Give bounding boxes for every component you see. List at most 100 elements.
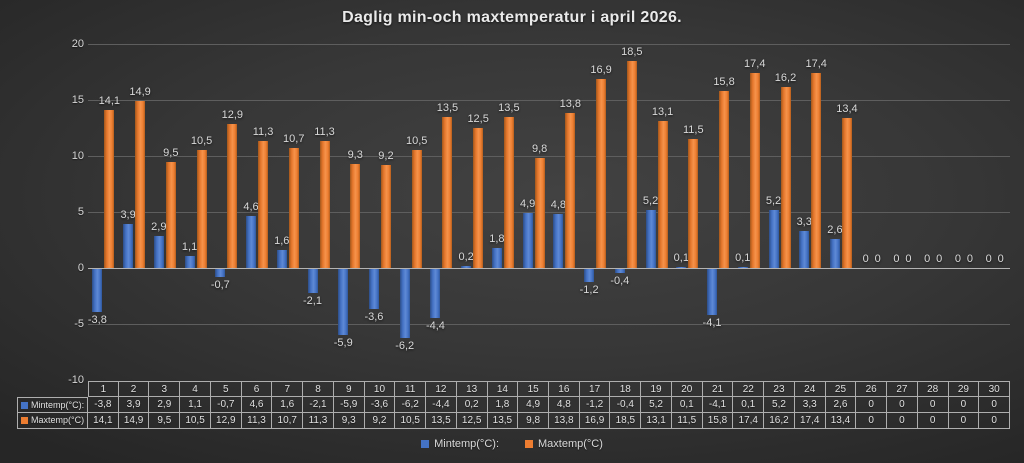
mintemp-value-label-day-1: -3,8 [87,313,107,326]
table-cell-maxtemp-day-26: 0 [856,413,888,429]
maxtemp-value-label-day-15: 9,8 [531,143,548,156]
table-cell-mintemp-day-24: 3,3 [794,397,826,413]
table-day-header-5: 5 [210,381,242,397]
maxtemp-value-label-day-13: 12,5 [467,113,489,125]
table-day-header-8: 8 [303,381,334,397]
maxtemp-bar-day-7 [288,148,299,268]
maxtemp-bar-day-15 [534,158,545,268]
table-cell-maxtemp-day-2: 14,9 [118,413,150,429]
maxtemp-bar-day-1 [104,110,115,268]
gridline-5 [88,212,1010,213]
table-cell-mintemp-day-11: -6,2 [395,397,427,413]
table-day-header-2: 2 [118,381,150,397]
table-day-header-30: 30 [979,381,1010,397]
mintemp-value-label-day-18: -0,4 [610,275,630,288]
table-cell-mintemp-day-29: 0 [948,397,980,413]
mintemp-bar-day-23 [768,209,779,268]
mintemp-bar-day-16 [553,214,564,268]
mintemp-bar-day-13 [461,265,472,268]
mintemp-value-label-day-20: 0,1 [673,251,689,264]
maxtemp-value-label-day-8: 11,3 [314,126,335,139]
mintemp-value-label-day-22: 0,1 [735,251,751,264]
table-cell-maxtemp-day-24: 17,4 [794,413,826,429]
table-cell-mintemp-day-10: -3,6 [364,397,396,413]
table-cell-mintemp-day-1: -3,8 [88,397,119,413]
table-cell-mintemp-day-9: -5,9 [333,397,365,413]
table-day-header-27: 27 [887,381,918,397]
table-cell-maxtemp-day-10: 9,2 [364,413,396,429]
gridline-10 [88,156,1010,157]
mintemp-value-label-day-21: -4,1 [702,316,722,329]
maxtemp-value-label-day-25: 13,4 [836,102,858,115]
table-day-header-1: 1 [88,381,119,397]
table-day-header-10: 10 [364,381,396,397]
table-cell-maxtemp-day-21: 15,8 [702,413,734,429]
zero-axis-line [88,268,1010,269]
maxtemp-bar-day-13 [473,128,484,268]
maxtemp-value-label-day-23: 16,2 [774,71,797,84]
table-cell-mintemp-day-3: 2,9 [149,397,181,413]
mintemp-legend-label: Mintemp(°C): [434,438,499,450]
table-cell-mintemp-day-28: 0 [917,397,949,413]
table-cell-mintemp-day-14: 1,8 [487,397,519,413]
table-cell-maxtemp-day-23: 16,2 [764,413,795,429]
maxtemp-bar-day-22 [749,73,760,268]
table-day-header-24: 24 [794,381,826,397]
table-cell-mintemp-day-15: 4,9 [518,397,549,413]
table-cell-mintemp-day-8: -2,1 [303,397,334,413]
mintemp-value-label-day-8: -2,1 [303,294,322,307]
y-axis-tick-label: 5 [77,206,84,218]
mintemp-value-label-day-6: 4,6 [243,201,259,214]
gridline-15 [88,100,1010,101]
table-row-label-mintemp: Mintemp(°C): [17,397,88,413]
maxtemp-value-label-day-16: 13,8 [559,98,582,111]
table-cell-mintemp-day-7: 1,6 [272,397,304,413]
table-cell-maxtemp-day-18: 18,5 [610,413,642,429]
table-day-header-4: 4 [180,381,211,397]
y-axis-tick-label: 0 [77,262,84,274]
mintemp-bar-day-19 [645,209,656,268]
mintemp-value-label-day-2: 3,9 [120,209,136,222]
maxtemp-value-label-day-7: 10,7 [283,133,305,146]
table-day-header-18: 18 [610,381,642,397]
maxtemp-value-label-day-27: 0 [905,253,912,265]
mintemp-bar-day-6 [246,216,257,268]
table-day-header-19: 19 [641,381,672,397]
maxtemp-bar-day-18 [626,60,637,268]
chart-title: Daglig min-och maxtemperatur i april 202… [342,9,682,26]
mintemp-value-label-day-17: -1,2 [579,284,599,297]
mintemp-bar-day-14 [491,247,502,268]
mintemp-bar-day-11 [399,269,410,339]
mintemp-value-label-day-3: 2,9 [151,220,167,233]
table-cell-mintemp-day-17: -1,2 [579,397,611,413]
table-cell-maxtemp-day-1: 14,1 [88,413,119,429]
maxtemp-bar-day-16 [565,113,576,268]
mintemp-bar-day-5 [215,269,226,277]
table-cell-mintemp-day-21: -4,1 [702,397,734,413]
mintemp-table-legend-swatch [21,401,28,409]
maxtemp-legend-swatch [525,440,533,448]
maxtemp-value-label-day-26: 0 [874,253,881,265]
maxtemp-value-label-day-12: 13,5 [436,101,459,114]
maxtemp-bar-day-14 [503,116,514,268]
table-cell-mintemp-day-16: 4,8 [549,397,580,413]
table-cell-maxtemp-day-3: 9,5 [149,413,181,429]
mintemp-bar-day-8 [307,269,318,293]
mintemp-bar-day-20 [676,266,687,268]
table-cell-maxtemp-day-29: 0 [948,413,980,429]
maxtemp-value-label-day-14: 13,5 [498,101,520,114]
maxtemp-bar-day-4 [196,150,207,268]
table-cell-mintemp-day-12: -4,4 [426,397,457,413]
maxtemp-bar-day-10 [380,164,391,268]
table-cell-mintemp-day-19: 5,2 [641,397,672,413]
table-cell-maxtemp-day-14: 13,5 [487,413,519,429]
table-day-header-22: 22 [733,381,765,397]
maxtemp-bar-day-21 [719,91,730,268]
table-row-label-text-mintemp: Mintemp(°C): [31,399,85,410]
table-cell-maxtemp-day-27: 0 [887,413,918,429]
table-cell-maxtemp-day-5: 12,9 [210,413,242,429]
mintemp-bar-day-24 [799,231,810,268]
table-cell-maxtemp-day-16: 13,8 [549,413,580,429]
table-day-header-14: 14 [487,381,519,397]
table-cell-maxtemp-day-4: 10,5 [180,413,211,429]
